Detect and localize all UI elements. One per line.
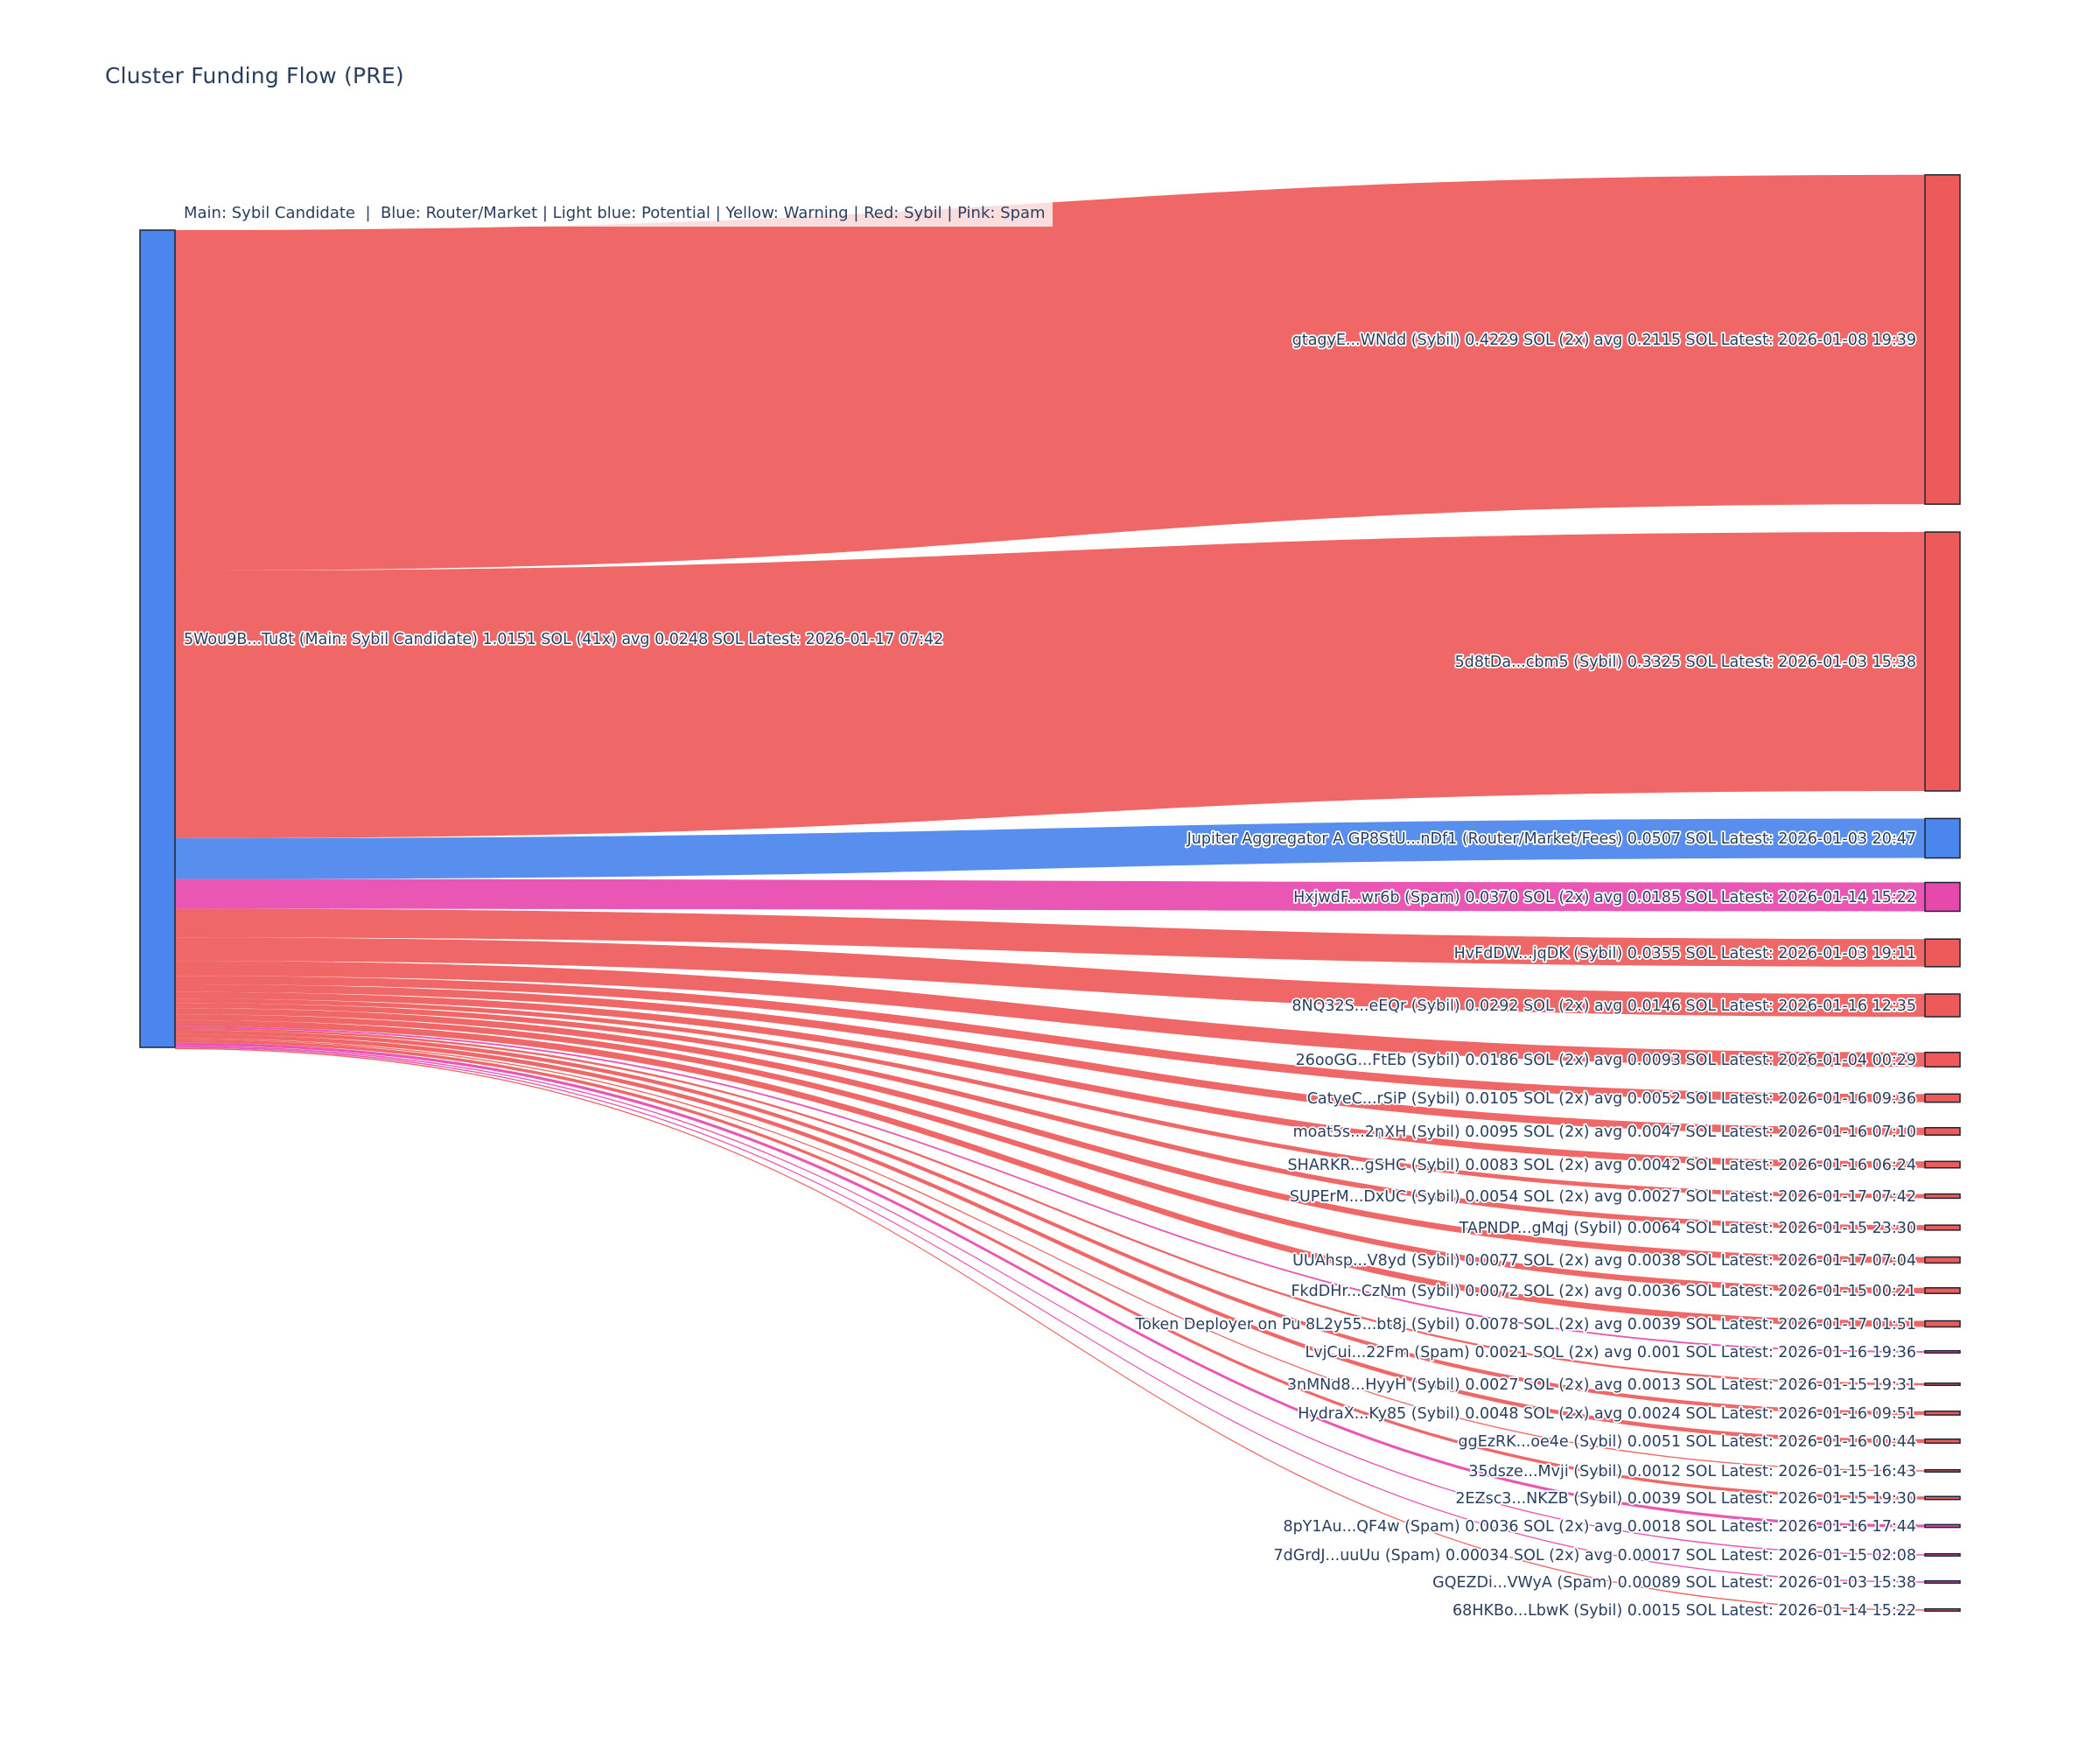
flow-label-7dGrdJ...uuUu: 7dGrdJ...uuUu (Spam) 0.00034 SOL (2x) av… (1274, 1547, 1916, 1564)
node-8L2y55...bt8j[interactable] (1924, 1320, 1961, 1328)
flow-HvFdDW...jqDK[interactable] (175, 908, 1925, 967)
flow-7dGrdJ...uuUu[interactable] (175, 1045, 1925, 1556)
flow-label-GQEZDi...VWyA: GQEZDi...VWyA (Spam) 0.00089 SOL Latest:… (1432, 1574, 1916, 1592)
chart-title: Cluster Funding Flow (PRE) (105, 63, 404, 88)
flow-label-8pY1Au...QF4w: 8pY1Au...QF4w (Spam) 0.0036 SOL (2x) avg… (1283, 1518, 1916, 1536)
flow-label-FkdDHr...CzNm: FkdDHr...CzNm (Sybil) 0.0072 SOL (2x) av… (1291, 1283, 1916, 1300)
node-GQEZDi...VWyA[interactable] (1924, 1580, 1961, 1584)
flow-8NQ32S...eEQr[interactable] (175, 937, 1925, 1017)
node-HxjwdF...wr6b[interactable] (1924, 881, 1961, 913)
flow-26ooGG...FtEb[interactable] (175, 961, 1925, 1068)
flow-label-68HKBo...LbwK: 68HKBo...LbwK (Sybil) 0.0015 SOL Latest:… (1452, 1602, 1916, 1620)
flow-GP8StU...nDf1[interactable] (175, 818, 1925, 879)
flow-label-3nMNd8...HyyH: 3nMNd8...HyyH (Sybil) 0.0027 SOL (2x) av… (1287, 1376, 1916, 1394)
node-35dsze...Mvji[interactable] (1924, 1469, 1961, 1473)
flow-FkdDHr...CzNm[interactable] (175, 1014, 1925, 1294)
flow-label-HydraX...Ky85: HydraX...Ky85 (Sybil) 0.0048 SOL (2x) av… (1298, 1405, 1916, 1423)
flow-label-LvjCui...22Fm: LvjCui...22Fm (Spam) 0.0021 SOL (2x) avg… (1305, 1344, 1916, 1362)
flow-label-35dsze...Mvji: 35dsze...Mvji (Sybil) 0.0012 SOL Latest:… (1468, 1463, 1916, 1480)
node-2EZsc3...NKZB[interactable] (1924, 1495, 1961, 1501)
flow-label-8L2y55...bt8j: Token Deployer on Pu 8L2y55...bt8j (Sybi… (1135, 1316, 1916, 1334)
flow-label-8NQ32S...eEQr: 8NQ32S...eEQr (Sybil) 0.0292 SOL (2x) av… (1292, 998, 1916, 1015)
flow-label-5d8tDa...cbm5: 5d8tDa...cbm5 (Sybil) 0.3325 SOL Latest:… (1455, 654, 1916, 671)
node-HydraX...Ky85[interactable] (1924, 1410, 1961, 1416)
node-moat5s...2nXH[interactable] (1924, 1127, 1961, 1136)
flow-35dsze...Mvji[interactable] (175, 1038, 1925, 1472)
node-TAPNDP...gMqj[interactable] (1924, 1224, 1961, 1231)
flow-label-TAPNDP...gMqj: TAPNDP...gMqj (Sybil) 0.0064 SOL Latest:… (1459, 1220, 1916, 1237)
flow-2EZsc3...NKZB[interactable] (175, 1039, 1925, 1500)
flow-label-HvFdDW...jqDK: HvFdDW...jqDK (Sybil) 0.0355 SOL Latest:… (1454, 945, 1916, 962)
flow-68HKBo...LbwK[interactable] (175, 1047, 1925, 1611)
flow-SHARKR...gSHC[interactable] (175, 991, 1925, 1168)
flow-LvjCui...22Fm[interactable] (175, 1026, 1925, 1353)
flow-HydraX...Ky85[interactable] (175, 1030, 1925, 1416)
flow-8L2y55...bt8j[interactable] (175, 1019, 1925, 1327)
node-HvFdDW...jqDK[interactable] (1924, 938, 1961, 968)
node-source[interactable] (139, 229, 176, 1048)
node-8NQ32S...eEQr[interactable] (1924, 993, 1961, 1018)
flow-label-ggEzRK...oe4e: ggEzRK...oe4e (Sybil) 0.0051 SOL Latest:… (1459, 1433, 1916, 1451)
node-68HKBo...LbwK[interactable] (1924, 1608, 1961, 1612)
flow-label-CatyeC...rSiP: CatyeC...rSiP (Sybil) 0.0105 SOL (2x) av… (1307, 1090, 1916, 1108)
node-8pY1Au...QF4w[interactable] (1924, 1523, 1961, 1529)
node-7dGrdJ...uuUu[interactable] (1924, 1553, 1961, 1557)
node-SUPErM...DxUC[interactable] (1924, 1193, 1961, 1200)
flow-label-26ooGG...FtEb: 26ooGG...FtEb (Sybil) 0.0186 SOL (2x) av… (1296, 1052, 1916, 1069)
node-SHARKR...gSHC[interactable] (1924, 1160, 1961, 1169)
source-label: 5Wou9B...Tu8t (Main: Sybil Candidate) 1.… (184, 631, 943, 648)
flow-label-gtagyE...WNdd: gtagyE...WNdd (Sybil) 0.4229 SOL (2x) av… (1292, 332, 1916, 349)
node-LvjCui...22Fm[interactable] (1924, 1350, 1961, 1354)
flow-moat5s...2nXH[interactable] (175, 984, 1925, 1136)
flow-TAPNDP...gMqj[interactable] (175, 1003, 1925, 1230)
flow-UUAhsp...V8yd[interactable] (175, 1008, 1925, 1264)
flow-label-GP8StU...nDf1: Jupiter Aggregator A GP8StU...nDf1 (Rout… (1186, 830, 1916, 848)
flow-CatyeC...rSiP[interactable] (175, 976, 1925, 1102)
flow-5d8tDa...cbm5[interactable] (175, 532, 1925, 838)
flow-label-2EZsc3...NKZB: 2EZsc3...NKZB (Sybil) 0.0039 SOL Latest:… (1455, 1490, 1916, 1508)
flow-gtagyE...WNdd[interactable] (175, 174, 1925, 571)
flow-label-moat5s...2nXH: moat5s...2nXH (Sybil) 0.0095 SOL (2x) av… (1293, 1124, 1916, 1141)
flow-HxjwdF...wr6b[interactable] (175, 878, 1925, 912)
flow-8pY1Au...QF4w[interactable] (175, 1042, 1925, 1528)
node-gtagyE...WNdd[interactable] (1924, 174, 1961, 505)
node-CatyeC...rSiP[interactable] (1924, 1093, 1961, 1103)
flow-ggEzRK...oe4e[interactable] (175, 1033, 1925, 1444)
flow-label-SHARKR...gSHC: SHARKR...gSHC (Sybil) 0.0083 SOL (2x) av… (1288, 1157, 1916, 1174)
node-FkdDHr...CzNm[interactable] (1924, 1287, 1961, 1294)
legend-annotation: Main: Sybil Candidate | Blue: Router/Mar… (178, 201, 1053, 227)
node-GP8StU...nDf1[interactable] (1924, 817, 1961, 859)
flow-GQEZDi...VWyA[interactable] (175, 1046, 1925, 1583)
node-26ooGG...FtEb[interactable] (1924, 1051, 1961, 1068)
flow-label-HxjwdF...wr6b: HxjwdF...wr6b (Spam) 0.0370 SOL (2x) avg… (1293, 889, 1916, 906)
flow-3nMNd8...HyyH[interactable] (175, 1027, 1925, 1386)
node-3nMNd8...HyyH[interactable] (1924, 1382, 1961, 1386)
node-5d8tDa...cbm5[interactable] (1924, 531, 1961, 792)
node-ggEzRK...oe4e[interactable] (1924, 1438, 1961, 1445)
node-UUAhsp...V8yd[interactable] (1924, 1256, 1961, 1264)
flow-label-SUPErM...DxUC: SUPErM...DxUC (Sybil) 0.0054 SOL (2x) av… (1290, 1188, 1916, 1206)
flow-SUPErM...DxUC[interactable] (175, 998, 1925, 1199)
flow-label-UUAhsp...V8yd: UUAhsp...V8yd (Sybil) 0.0077 SOL (2x) av… (1292, 1252, 1916, 1270)
